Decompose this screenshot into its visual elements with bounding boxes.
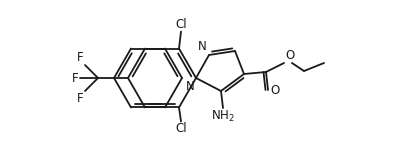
Text: O: O xyxy=(285,49,294,62)
Text: Cl: Cl xyxy=(175,122,187,135)
Text: F: F xyxy=(73,71,79,85)
Text: Cl: Cl xyxy=(175,18,187,31)
Text: N: N xyxy=(186,80,195,93)
Text: NH$_2$: NH$_2$ xyxy=(211,109,235,124)
Text: F: F xyxy=(77,92,84,105)
Text: F: F xyxy=(77,51,84,64)
Text: O: O xyxy=(270,83,279,97)
Text: N: N xyxy=(198,40,207,53)
